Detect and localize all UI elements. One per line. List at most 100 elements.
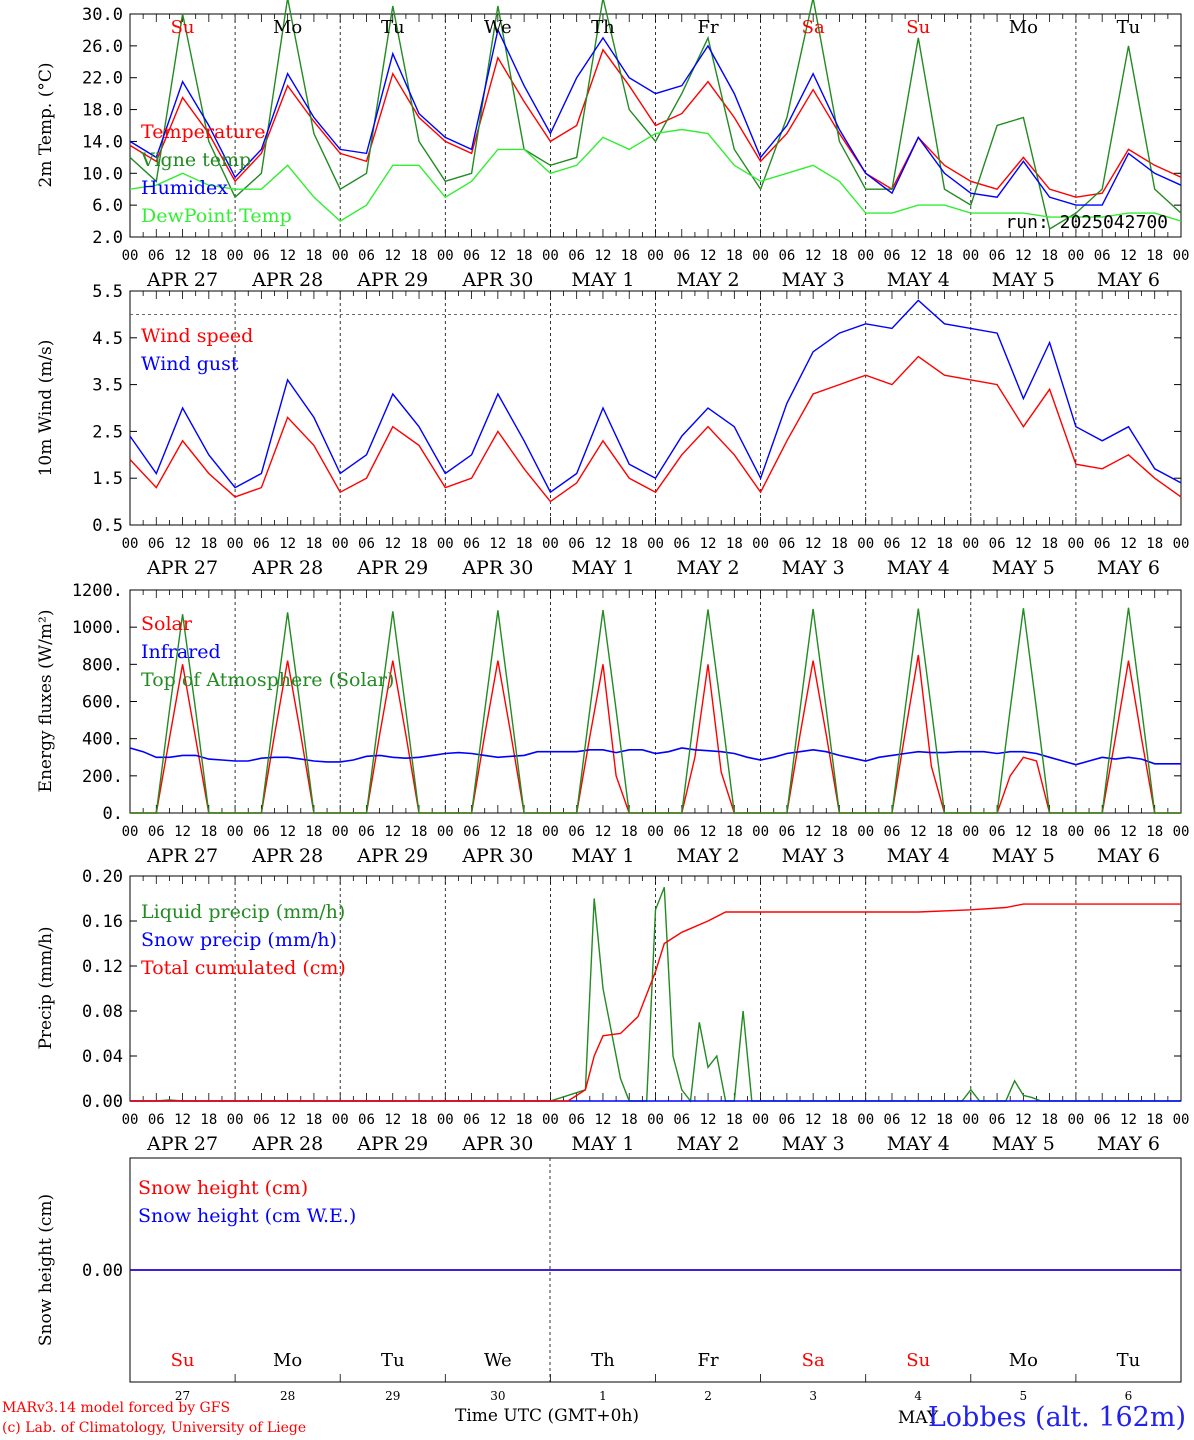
hour-tick-label: 00: [647, 1112, 664, 1128]
hour-tick-label: 06: [358, 248, 375, 264]
date-label: MAY 6: [1097, 557, 1160, 579]
y-tick-label: 18.0: [82, 101, 123, 121]
hour-tick-label: 06: [884, 248, 901, 264]
y-axis-label: Energy fluxes (W/m²): [36, 610, 56, 793]
hour-tick-label: 18: [305, 536, 322, 552]
hour-tick-label: 06: [253, 1112, 270, 1128]
y-axis-label: 2m Temp. (°C): [36, 62, 56, 187]
weekday-label: Fr: [698, 17, 719, 38]
plot-frame: [129, 589, 1182, 814]
day-number-label: 1: [599, 1389, 607, 1403]
date-label: APR 28: [251, 269, 323, 291]
date-label: APR 27: [146, 269, 218, 291]
day-number-label: 30: [490, 1389, 505, 1403]
hour-tick-label: 06: [568, 248, 585, 264]
series-line: [129, 48, 1182, 198]
day-number-label: 3: [809, 1389, 817, 1403]
date-label: MAY 1: [571, 1133, 634, 1155]
hour-tick-label: 12: [1120, 248, 1137, 264]
hour-tick-label: 00: [332, 1112, 349, 1128]
hour-tick-label: 00: [227, 824, 244, 840]
series-line: [129, 128, 1182, 222]
y-tick-label: 10.0: [82, 164, 123, 184]
y-axis-label: Precip (mm/h): [36, 926, 56, 1049]
weekday-label: Sa: [802, 1350, 825, 1371]
y-tick-label: 800.: [82, 655, 123, 675]
hour-tick-label: 00: [1067, 824, 1084, 840]
date-label: MAY 3: [782, 557, 845, 579]
legend-entry: Vigne temp: [140, 149, 251, 171]
hour-tick-label: 18: [936, 824, 953, 840]
hour-tick-label: 00: [752, 536, 769, 552]
hour-tick-label: 06: [358, 1112, 375, 1128]
y-tick-label: 400.: [82, 730, 123, 750]
weekday-label: Su: [171, 1350, 195, 1371]
y-tick-label: 22.0: [82, 69, 123, 89]
hour-tick-label: 12: [1015, 824, 1032, 840]
weekday-label: Mo: [1009, 1350, 1038, 1371]
hour-tick-label: 00: [1173, 824, 1190, 840]
hour-tick-label: 00: [542, 824, 559, 840]
y-tick-label: 200.: [82, 767, 123, 787]
series-line: [129, 355, 1182, 503]
day-number-label: 27: [175, 1389, 190, 1403]
date-label: MAY 5: [992, 1133, 1055, 1155]
hour-tick-label: 12: [595, 824, 612, 840]
hour-tick-label: 00: [962, 1112, 979, 1128]
y-tick-label: 1000.: [72, 618, 123, 638]
hour-tick-label: 18: [831, 824, 848, 840]
date-label: MAY 4: [887, 269, 950, 291]
y-tick-label: 0.04: [82, 1047, 123, 1067]
hour-tick-label: 00: [752, 824, 769, 840]
hour-tick-label: 12: [384, 1112, 401, 1128]
y-tick-label: 2.5: [92, 422, 123, 442]
hour-tick-label: 00: [122, 248, 139, 264]
y-tick-label: 0.08: [82, 1002, 123, 1022]
hour-tick-label: 00: [647, 248, 664, 264]
weekday-label: Mo: [1009, 17, 1038, 38]
hour-tick-label: 12: [384, 536, 401, 552]
hour-tick-label: 06: [673, 248, 690, 264]
hour-tick-label: 00: [857, 536, 874, 552]
legend-entry: Solar: [141, 613, 193, 635]
date-label: MAY 1: [571, 845, 634, 867]
hour-tick-label: 06: [358, 536, 375, 552]
hour-tick-label: 12: [700, 1112, 717, 1128]
hour-tick-label: 00: [752, 248, 769, 264]
date-label: MAY 2: [677, 845, 740, 867]
hour-tick-label: 00: [1173, 1112, 1190, 1128]
legend-entry: Snow height (cm): [138, 1177, 308, 1199]
hour-tick-label: 00: [962, 248, 979, 264]
y-tick-label: 4.5: [92, 329, 123, 349]
hour-tick-label: 12: [910, 1112, 927, 1128]
hour-tick-label: 06: [568, 1112, 585, 1128]
date-label: APR 30: [461, 269, 533, 291]
hour-tick-label: 06: [148, 536, 165, 552]
y-tick-label: 14.0: [82, 132, 123, 152]
date-label: APR 29: [356, 1133, 428, 1155]
hour-tick-label: 00: [122, 536, 139, 552]
weekday-label: Th: [591, 17, 615, 38]
y-axis-label: Snow height (cm): [36, 1194, 56, 1346]
y-tick-label: 2.0: [92, 228, 123, 248]
hour-tick-label: 00: [1067, 248, 1084, 264]
date-label: APR 28: [251, 557, 323, 579]
hour-tick-label: 06: [568, 536, 585, 552]
hour-tick-label: 06: [673, 1112, 690, 1128]
model-credit: MARv3.14 model forced by GFS: [2, 1400, 231, 1416]
weekday-label: We: [484, 17, 512, 38]
hour-tick-label: 00: [752, 1112, 769, 1128]
date-label: MAY 1: [571, 269, 634, 291]
copyright-credit: (c) Lab. of Climatology, University of L…: [2, 1420, 307, 1436]
hour-tick-label: 18: [726, 536, 743, 552]
hour-tick-label: 06: [463, 1112, 480, 1128]
hour-tick-label: 00: [437, 536, 454, 552]
series-line: [129, 27, 1182, 206]
hour-tick-label: 18: [726, 248, 743, 264]
hour-tick-label: 06: [778, 1112, 795, 1128]
date-label: MAY 6: [1097, 845, 1160, 867]
date-label: MAY 4: [887, 557, 950, 579]
hour-tick-label: 12: [805, 536, 822, 552]
hour-tick-label: 00: [122, 1112, 139, 1128]
